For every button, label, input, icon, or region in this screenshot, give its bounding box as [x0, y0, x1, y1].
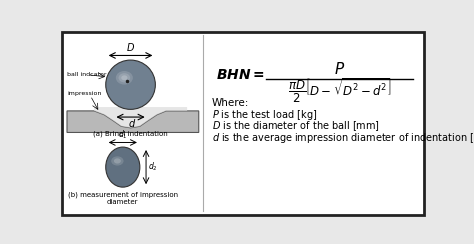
- Text: ball indcator: ball indcator: [67, 72, 107, 77]
- Ellipse shape: [106, 147, 140, 187]
- Text: impression: impression: [67, 92, 101, 96]
- Ellipse shape: [114, 158, 121, 163]
- Text: $\bfit{BHN} =$: $\bfit{BHN} =$: [216, 68, 264, 82]
- Polygon shape: [67, 111, 199, 132]
- Text: D: D: [127, 43, 134, 53]
- Polygon shape: [94, 107, 187, 128]
- Ellipse shape: [111, 156, 124, 166]
- Ellipse shape: [118, 73, 130, 82]
- Text: $d$ is the average impression diameter of indentation [mm]: $d$ is the average impression diameter o…: [212, 131, 474, 145]
- Text: Where:: Where:: [212, 98, 249, 108]
- Ellipse shape: [121, 75, 128, 80]
- Ellipse shape: [106, 60, 155, 109]
- Text: $P$ is the test load [kg]: $P$ is the test load [kg]: [212, 108, 317, 122]
- Text: $d_1$: $d_1$: [118, 128, 128, 141]
- Text: $\mathit{P}$: $\mathit{P}$: [334, 61, 346, 77]
- Text: $\dfrac{\pi D}{2}\left[D-\sqrt{D^{2}-d^{2}}\right]$: $\dfrac{\pi D}{2}\left[D-\sqrt{D^{2}-d^{…: [288, 77, 392, 105]
- Text: $D$ is the diameter of the ball [mm]: $D$ is the diameter of the ball [mm]: [212, 119, 380, 133]
- Text: $d_2$: $d_2$: [148, 161, 158, 173]
- Text: (b) measurement of impression
diameter: (b) measurement of impression diameter: [68, 192, 178, 205]
- Text: d: d: [129, 119, 135, 129]
- FancyBboxPatch shape: [62, 31, 424, 215]
- Ellipse shape: [116, 71, 133, 85]
- Text: (a) Brinel indentation: (a) Brinel indentation: [93, 130, 168, 137]
